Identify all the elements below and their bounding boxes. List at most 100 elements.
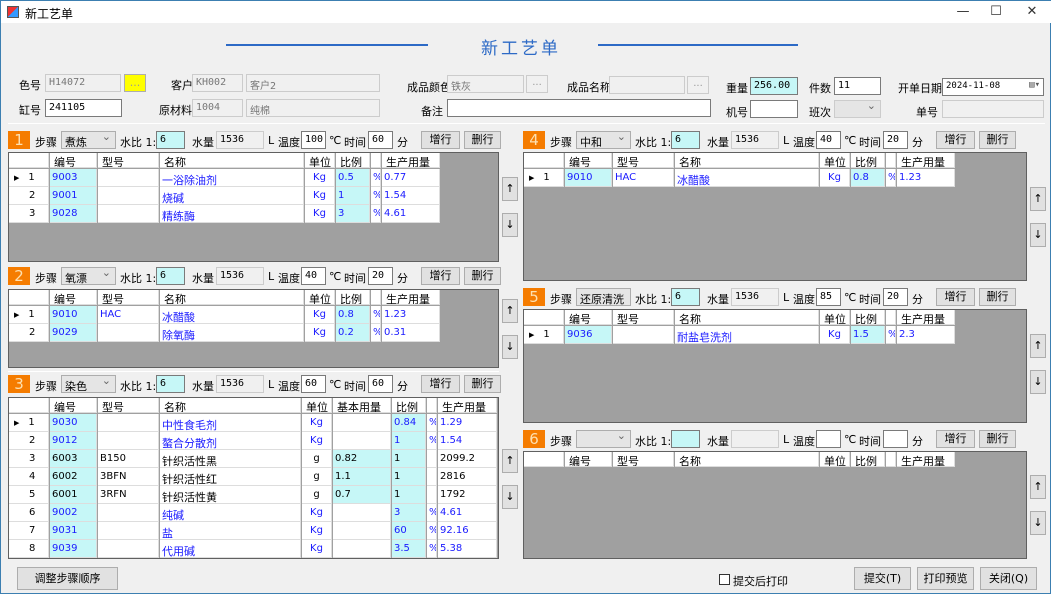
product-name-field[interactable] [609,76,685,94]
cell-base[interactable]: 0.7 [333,486,391,504]
column-header-unit[interactable]: 单位 [820,153,850,168]
temperature-field[interactable]: 100 [301,131,326,149]
water-ratio-field[interactable]: 6 [671,131,700,149]
cell-unit[interactable]: Kg [305,205,335,223]
product-name-lookup-button[interactable]: ... [687,76,709,94]
cell-name[interactable]: 纯碱 [160,504,301,522]
cell-model[interactable]: HAC [613,169,674,187]
cell-pct[interactable]: % [427,504,437,522]
cell-code[interactable]: 9030 [50,414,97,432]
column-header-unit[interactable]: 单位 [820,310,850,325]
move-step-up-button[interactable]: ↑ [1030,475,1046,499]
cell-usage[interactable]: 1792 [438,486,497,504]
cell-ratio[interactable]: 0.8 [336,306,370,324]
cell-base[interactable] [333,432,391,450]
cell-model[interactable]: 3RFN [98,486,159,504]
cell-name[interactable]: 中性食毛剂 [160,414,301,432]
delete-row-button[interactable]: 删行 [979,288,1016,306]
cell-model[interactable] [98,169,159,187]
cell-model[interactable]: B150 [98,450,159,468]
reorder-steps-button[interactable]: 调整步骤顺序 [17,567,118,590]
cell-model[interactable]: 3BFN [98,468,159,486]
column-header-name[interactable]: 名称 [675,153,819,168]
cell-unit[interactable]: Kg [302,504,332,522]
cell-unit[interactable]: Kg [305,324,335,342]
cell-model[interactable]: HAC [98,306,159,324]
delete-row-button[interactable]: 删行 [979,430,1016,448]
add-row-button[interactable]: 增行 [936,131,975,149]
water-ratio-field[interactable]: 6 [156,375,185,393]
cell-code[interactable]: 9003 [50,169,97,187]
cell-ratio[interactable]: 1 [392,486,426,504]
cell-name[interactable]: 烧碱 [160,187,304,205]
cell-ratio[interactable]: 3 [336,205,370,223]
water-volume-field[interactable]: 1536 [731,131,779,149]
remark-field[interactable] [447,99,711,117]
column-header-unit[interactable]: 单位 [305,153,335,168]
cell-ratio[interactable]: 1 [392,432,426,450]
column-header-usage[interactable]: 生产用量 [897,452,955,467]
cell-name[interactable]: 针织活性红 [160,468,301,486]
cell-unit[interactable]: g [302,468,332,486]
cell-usage[interactable]: 4.61 [438,504,497,522]
water-ratio-field[interactable]: 6 [156,267,185,285]
column-header-code[interactable]: 编号 [50,398,97,413]
column-header-code[interactable]: 编号 [565,153,612,168]
cell-name[interactable]: 代用碱 [160,540,301,558]
water-volume-field[interactable]: 1536 [216,267,264,285]
cell-unit[interactable]: g [302,450,332,468]
process-select[interactable] [576,429,631,448]
cell-model[interactable] [98,414,159,432]
temperature-field[interactable]: 40 [816,131,841,149]
column-header-unit[interactable]: 单位 [820,452,850,467]
move-step-down-button[interactable]: ↓ [502,335,518,359]
column-header-model[interactable]: 型号 [98,153,159,168]
cell-name[interactable]: 螯合分散剂 [160,432,301,450]
add-row-button[interactable]: 增行 [421,267,460,285]
cell-pct[interactable]: % [427,414,437,432]
cell-model[interactable] [98,522,159,540]
cell-pct[interactable]: % [427,522,437,540]
cell-code[interactable]: 9028 [50,205,97,223]
cell-unit[interactable]: Kg [305,169,335,187]
cell-unit[interactable]: Kg [820,169,850,187]
cell-base[interactable] [333,414,391,432]
vat-no-field[interactable]: 241105 [45,99,122,117]
cell-name[interactable]: 盐 [160,522,301,540]
process-select[interactable]: 染色 [61,374,116,393]
column-header-unit[interactable]: 单位 [302,398,332,413]
time-field[interactable]: 20 [883,288,908,306]
column-header-ratio[interactable]: 比例 [851,153,885,168]
process-select[interactable]: 中和 [576,130,631,149]
customer-name-field[interactable]: 客户2 [246,74,380,92]
cell-ratio[interactable]: 0.2 [336,324,370,342]
delete-row-button[interactable]: 删行 [464,131,501,149]
column-header-model[interactable]: 型号 [613,153,674,168]
column-header-usage[interactable]: 生产用量 [897,310,955,325]
column-header-code[interactable]: 编号 [565,452,612,467]
date-picker[interactable]: 2024-11-08 ▤▾ [942,78,1044,96]
column-header-code[interactable]: 编号 [565,310,612,325]
weight-field[interactable]: 256.00 [750,77,798,95]
column-header-name[interactable]: 名称 [675,452,819,467]
column-header-pct[interactable] [371,290,381,305]
ingredient-grid[interactable]: 编号型号名称单位比例生产用量▶19010HAC冰醋酸Kg0.8%1.232902… [8,289,499,368]
column-header-code[interactable]: 编号 [50,153,97,168]
cell-unit[interactable]: Kg [302,540,332,558]
cell-code[interactable]: 9010 [50,306,97,324]
cell-code[interactable]: 9036 [565,326,612,344]
cell-code[interactable]: 9010 [565,169,612,187]
column-header[interactable] [9,398,49,413]
cell-pct[interactable]: % [427,432,437,450]
customer-code-field[interactable]: KH002 [192,74,243,92]
water-volume-field[interactable] [731,430,779,448]
cell-ratio[interactable]: 3 [392,504,426,522]
cell-unit[interactable]: Kg [305,187,335,205]
cell-name[interactable]: 除氧酶 [160,324,304,342]
cell-usage[interactable]: 1.23 [382,306,440,324]
cell-ratio[interactable]: 1 [392,450,426,468]
cell-base[interactable] [333,540,391,558]
cell-ratio[interactable]: 3.5 [392,540,426,558]
